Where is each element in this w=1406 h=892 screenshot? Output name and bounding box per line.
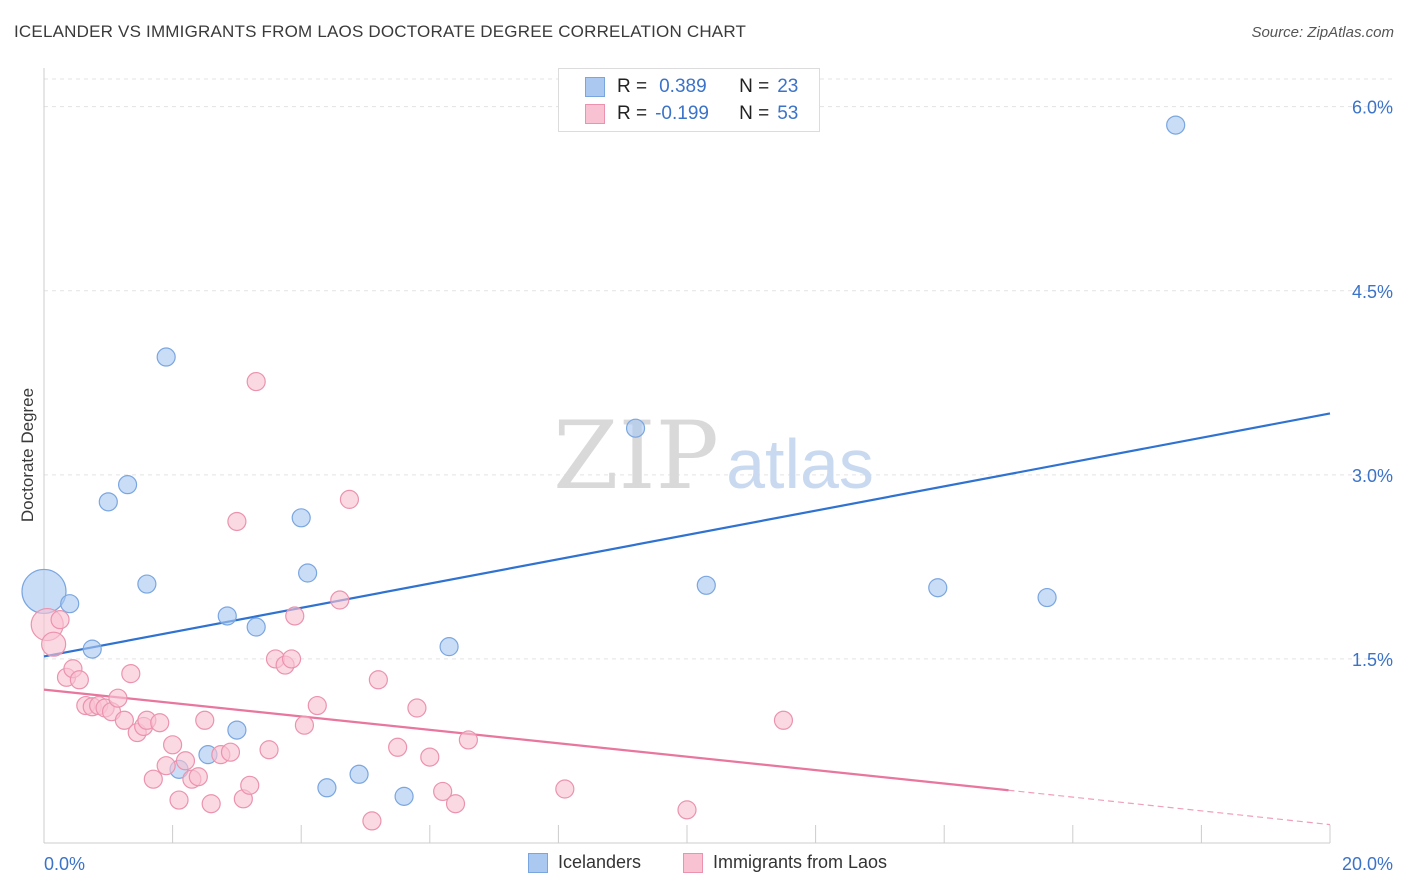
laos-trend-extension bbox=[1008, 789, 1331, 826]
legend-item-icelanders[interactable]: Icelanders bbox=[528, 852, 641, 873]
series-legend: Icelanders Immigrants from Laos bbox=[0, 852, 1406, 878]
icelander-point bbox=[246, 617, 266, 637]
laos-point bbox=[188, 767, 208, 787]
source-label: Source: ZipAtlas.com bbox=[1251, 24, 1394, 41]
icelander-point bbox=[60, 594, 80, 614]
grid-layer bbox=[44, 78, 1392, 660]
laos-point bbox=[240, 775, 260, 795]
icelander-point bbox=[227, 720, 247, 740]
points-layer bbox=[21, 115, 1186, 831]
laos-point bbox=[150, 713, 170, 733]
icelander-point bbox=[928, 578, 948, 598]
laos-point bbox=[458, 730, 478, 750]
icelander-point bbox=[317, 778, 337, 798]
icelander-point bbox=[217, 606, 237, 626]
laos-point bbox=[121, 664, 141, 684]
legend-label-icelanders: Icelanders bbox=[558, 852, 642, 872]
correlation-legend: R = 0.389 N = 23 R = -0.199 N = 53 bbox=[558, 68, 820, 132]
legend-label-laos: Immigrants from Laos bbox=[713, 852, 888, 872]
laos-point bbox=[407, 698, 427, 718]
legend-swatch-icelanders bbox=[528, 852, 548, 873]
x-tick-label: 0.0% bbox=[44, 854, 85, 874]
icelander-trend-line bbox=[43, 412, 1331, 658]
laos-point bbox=[143, 769, 163, 789]
icelander-point bbox=[298, 563, 318, 583]
laos-point bbox=[555, 779, 575, 799]
laos-point bbox=[281, 649, 302, 669]
watermark-atlas: atlas bbox=[726, 425, 874, 503]
icelander-point bbox=[696, 575, 716, 595]
laos-point bbox=[773, 710, 794, 730]
icelander-point bbox=[137, 574, 157, 594]
legend-r-label: R = bbox=[617, 76, 648, 97]
y-tick-label: 1.5% bbox=[1352, 650, 1393, 670]
laos-point bbox=[420, 747, 440, 767]
icelander-point bbox=[98, 492, 118, 512]
laos-point bbox=[195, 710, 215, 730]
laos-point bbox=[330, 590, 350, 610]
laos-point bbox=[156, 756, 176, 776]
laos-point bbox=[163, 735, 183, 755]
icelander-point bbox=[1166, 115, 1186, 135]
icelander-point bbox=[117, 475, 138, 495]
laos-point bbox=[368, 670, 388, 690]
x-tick-label: 20.0% bbox=[1342, 854, 1393, 874]
icelander-point bbox=[349, 764, 369, 784]
laos-point bbox=[108, 688, 128, 708]
icelander-point bbox=[21, 568, 67, 615]
legend-n-value: 23 bbox=[777, 76, 799, 97]
y-tick-label: 4.5% bbox=[1352, 282, 1393, 302]
y-tick-label: 3.0% bbox=[1352, 466, 1393, 486]
legend-r-label: R = bbox=[617, 103, 648, 124]
icelander-point bbox=[394, 786, 414, 806]
watermark-zip: ZIP bbox=[553, 402, 719, 511]
legend-swatch-icelanders bbox=[585, 77, 605, 97]
icelander-point bbox=[625, 418, 646, 438]
legend-row-laos: R = -0.199 N = 53 bbox=[559, 102, 798, 126]
laos-point bbox=[41, 631, 67, 657]
laos-point bbox=[362, 811, 382, 831]
laos-point bbox=[388, 737, 408, 757]
laos-point bbox=[201, 794, 221, 814]
icelander-point bbox=[156, 347, 176, 367]
laos-point bbox=[339, 489, 360, 509]
legend-n-value: 53 bbox=[777, 103, 799, 124]
laos-point bbox=[285, 606, 305, 626]
laos-point bbox=[677, 800, 697, 820]
trend-layer bbox=[43, 412, 1331, 826]
laos-point bbox=[175, 751, 196, 771]
laos-point bbox=[69, 670, 89, 690]
icelander-point bbox=[82, 639, 102, 659]
laos-point bbox=[246, 371, 266, 392]
legend-r-value: 0.389 bbox=[659, 76, 707, 97]
laos-point bbox=[307, 695, 327, 716]
icelander-point bbox=[439, 637, 459, 657]
legend-row-icelanders: R = 0.389 N = 23 bbox=[559, 75, 798, 99]
icelander-point bbox=[291, 508, 311, 528]
laos-point bbox=[227, 511, 247, 532]
legend-swatch-laos bbox=[683, 852, 703, 873]
laos-point bbox=[294, 715, 315, 735]
axis-layer bbox=[43, 68, 1331, 844]
watermark: ZIP atlas bbox=[553, 402, 874, 511]
laos-point bbox=[445, 794, 466, 814]
laos-point bbox=[169, 790, 189, 810]
laos-point bbox=[114, 710, 134, 730]
legend-swatch-laos bbox=[585, 104, 605, 124]
chart-title: ICELANDER VS IMMIGRANTS FROM LAOS DOCTOR… bbox=[14, 22, 747, 41]
tick-label-layer: 1.5% 3.0% 4.5% 6.0% 0.0% 20.0% bbox=[44, 98, 1393, 874]
legend-n-label: N = bbox=[739, 76, 770, 97]
laos-point bbox=[220, 742, 241, 762]
legend-item-laos[interactable]: Immigrants from Laos bbox=[683, 852, 887, 873]
laos-point bbox=[259, 740, 279, 760]
icelander-point bbox=[1037, 587, 1057, 608]
legend-r-value: -0.199 bbox=[655, 103, 709, 124]
legend-n-label: N = bbox=[739, 103, 770, 124]
y-tick-label: 6.0% bbox=[1352, 98, 1393, 118]
laos-trend-line bbox=[43, 688, 1009, 792]
laos-point bbox=[433, 781, 453, 802]
laos-point bbox=[50, 610, 70, 630]
